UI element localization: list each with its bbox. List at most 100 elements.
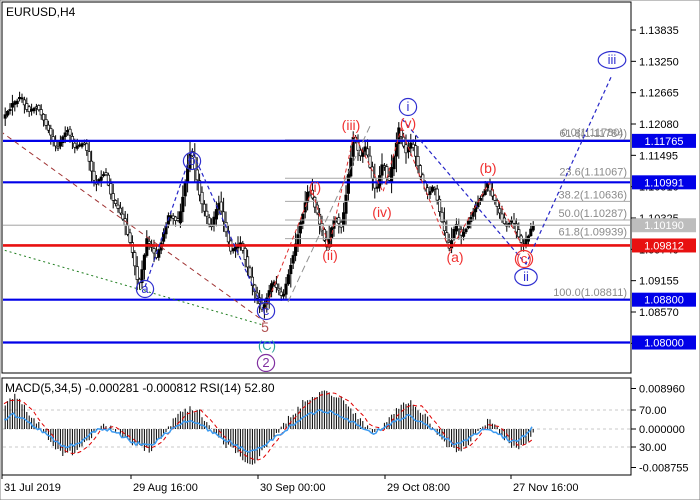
candle-body (445, 232, 449, 242)
candle-body (416, 156, 420, 167)
candle-body (469, 216, 473, 223)
candle-body (529, 228, 533, 237)
candle-body (147, 240, 151, 244)
candle-body (291, 255, 295, 264)
wave-label-circle (135, 279, 155, 299)
indicator-panel-area[interactable] (3, 390, 630, 465)
candle-body (109, 183, 113, 195)
candle-body (18, 97, 22, 100)
candle-body (243, 248, 247, 260)
candle-body (289, 264, 293, 275)
candle-body (42, 114, 46, 121)
candle-body (409, 142, 413, 149)
wave-label: (a) (446, 249, 463, 265)
candle-body (344, 194, 348, 214)
time-axis-label: 31 Jul 2019 (4, 482, 61, 494)
candle-body (121, 213, 125, 220)
candle-body (219, 201, 223, 212)
price-badge (632, 133, 696, 148)
candle-body (99, 176, 103, 181)
candle-body (104, 172, 108, 176)
time-axis-label: 29 Oct 08:00 (387, 482, 450, 494)
fib-level-label: 38.2(1.10636) (559, 189, 628, 201)
time-axis-label: 30 Sep 00:00 (260, 482, 325, 494)
wave-label-circle (256, 353, 276, 372)
candle-body (66, 130, 70, 133)
main-chart-area[interactable]: 61.8(1.11784)0.0(1.11780) 23.6(1.11067) 38… (0, 50, 631, 372)
candle-body (126, 225, 130, 235)
candle-body (375, 186, 379, 189)
candle-body (61, 136, 65, 144)
time-axis-label: 27 Nov 16:00 (513, 482, 578, 494)
candle-body (183, 182, 187, 197)
candle-body (414, 145, 418, 157)
candle-body (116, 204, 120, 209)
candle-body (337, 217, 341, 224)
candle-body (25, 103, 29, 110)
candle-body (202, 203, 206, 212)
candle-body (140, 269, 144, 284)
candle-body (6, 111, 10, 116)
candle-body (27, 106, 31, 113)
indicator-axis-label: 0.008960 (639, 384, 685, 396)
fib-level-label-overlay: 0.0(1.11780) (561, 127, 623, 139)
symbol-timeframe-label: EURUSD,H4 (6, 5, 76, 19)
candle-body (301, 213, 305, 224)
candle-body (466, 220, 470, 229)
candle-body (296, 234, 300, 245)
price-axis-label: 1.09155 (639, 276, 679, 288)
candle-body (87, 151, 91, 162)
candle-body (442, 221, 446, 232)
wave-label-circle (182, 151, 202, 171)
candle-body (512, 219, 516, 224)
indicator-axis-label: 70.00 (639, 405, 667, 417)
candle-body (380, 164, 384, 176)
candle-body (284, 283, 288, 295)
candle-body (68, 128, 72, 136)
candle-body (178, 211, 182, 224)
candle-body (82, 142, 86, 145)
price-badge-label: 1.10991 (644, 177, 684, 189)
candle-body (174, 216, 178, 221)
wave-label: (ii) (322, 247, 338, 263)
candle-body (248, 267, 252, 277)
price-axis-label: 1.12665 (639, 88, 679, 100)
candle-body (34, 106, 38, 109)
wave-label: (iv) (372, 204, 391, 220)
trend-line (3, 132, 266, 323)
candle-body (356, 141, 360, 151)
wave-label-circle (597, 50, 627, 70)
candle-body (298, 222, 302, 234)
trend-line (3, 249, 264, 326)
candle-body (286, 274, 290, 285)
wave-label: (iii) (342, 117, 361, 133)
candle-body (207, 217, 211, 225)
trend-line (144, 149, 265, 312)
indicator-panel-frame[interactable] (1, 377, 632, 476)
indicator-values-label: MACD(5,34,5) -0.000281 -0.000812 RSI(14)… (5, 381, 275, 395)
candle-body (418, 165, 422, 177)
candle-body (54, 141, 58, 147)
candle-body (495, 200, 499, 207)
candle-body (438, 199, 442, 212)
candle-body (277, 287, 281, 291)
candle-body (181, 196, 185, 213)
wave-label: a (141, 281, 149, 296)
candle-body (222, 211, 226, 222)
candle-body (73, 142, 77, 148)
main-chart-frame[interactable] (1, 1, 632, 374)
candle-body (56, 146, 60, 149)
wave-label: ii (523, 269, 529, 284)
wave-label: 2 (262, 355, 269, 370)
price-badge-label: 1.09812 (644, 240, 684, 252)
indicator-axis-label: -0.008755 (639, 463, 689, 475)
candle-body (152, 248, 156, 254)
candle-body (274, 283, 278, 288)
candle-body (80, 143, 84, 147)
candle-body (502, 217, 506, 224)
candle-body (279, 291, 283, 296)
candle-body (519, 235, 523, 243)
candle-body (46, 124, 50, 131)
candle-body (133, 252, 137, 267)
